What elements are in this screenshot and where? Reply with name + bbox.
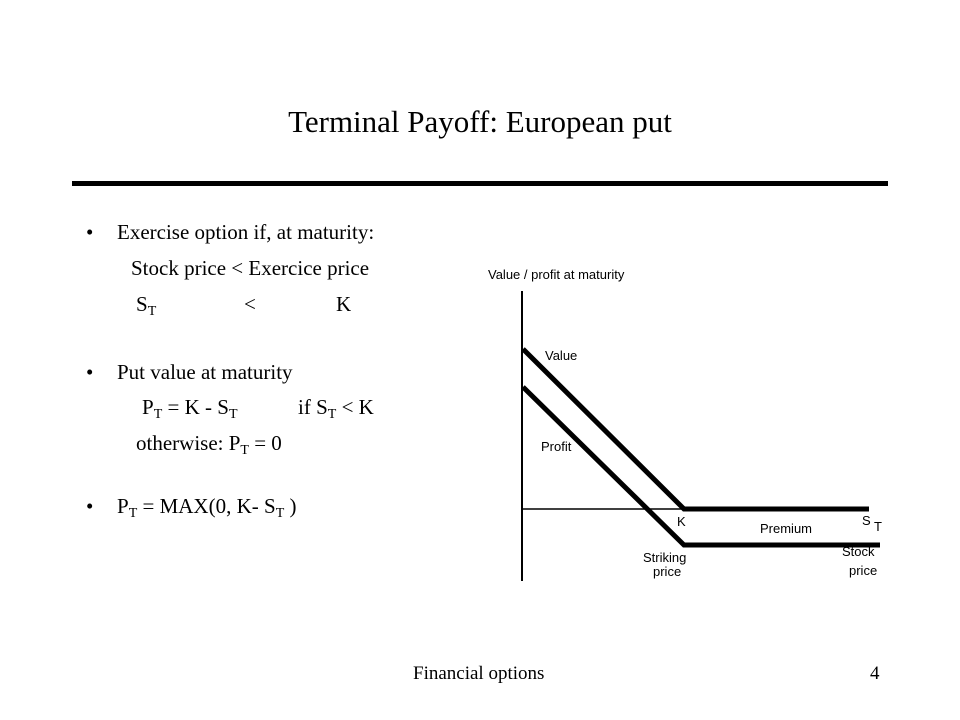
value-label: Value xyxy=(545,348,577,363)
bullet-exercise-condition: Exercise option if, at maturity: xyxy=(117,220,375,244)
premium-label: Premium xyxy=(760,521,812,536)
st-label: S xyxy=(862,513,871,528)
bullet-marker: • xyxy=(86,494,94,518)
footer-title: Financial options xyxy=(413,663,545,684)
max-mid: = MAX(0, K- S xyxy=(142,494,276,518)
stock-vs-exercise-line: Stock price < Exercice price xyxy=(131,256,370,280)
pt-eq-subscript: T xyxy=(228,407,238,422)
pt-if-subscript: T xyxy=(327,407,337,422)
k-label: K xyxy=(677,514,686,529)
st-subscript: T xyxy=(147,304,157,319)
value-line xyxy=(521,347,869,512)
striking-price-label-1: Striking xyxy=(643,550,686,565)
stock-price-label-2: price xyxy=(849,563,877,578)
less-than-symbol: < xyxy=(244,292,256,316)
stock-price-label-1: Stock xyxy=(842,544,875,559)
max-p: P xyxy=(117,494,129,518)
k-symbol: K xyxy=(336,292,352,316)
st-letter: S xyxy=(136,292,148,316)
slide-title: Terminal Payoff: European put xyxy=(288,104,672,139)
bullet-put-value: Put value at maturity xyxy=(117,360,293,384)
st-symbol: ST xyxy=(136,292,156,319)
pt-subscript: T xyxy=(153,407,163,422)
max-formula: PT = MAX(0, K- ST ) xyxy=(117,494,297,521)
pt-if-end: < K xyxy=(341,395,374,419)
pt-equation: = K - S xyxy=(167,395,229,419)
y-axis-label: Value / profit at maturity xyxy=(488,267,625,282)
pt-if-text: if S xyxy=(298,395,328,419)
otherwise-subscript: T xyxy=(240,443,249,458)
put-value-condition: if ST < K xyxy=(298,395,374,422)
otherwise-end: = 0 xyxy=(254,431,282,455)
bullet-marker: • xyxy=(86,220,94,244)
max-subscript-2: T xyxy=(275,506,285,521)
striking-price-label-2: price xyxy=(653,564,681,579)
st-label-subscript: T xyxy=(874,519,882,534)
profit-line xyxy=(521,385,880,548)
put-value-formula: PT = K - ST xyxy=(142,395,238,422)
max-end: ) xyxy=(289,494,297,518)
otherwise-line: otherwise: PT = 0 xyxy=(136,431,282,458)
title-divider xyxy=(72,181,888,186)
max-subscript: T xyxy=(128,506,138,521)
otherwise-text: otherwise: P xyxy=(136,431,241,455)
pt-letter: P xyxy=(142,395,154,419)
bullet-marker: • xyxy=(86,360,94,384)
profit-label: Profit xyxy=(541,439,572,454)
page-number: 4 xyxy=(870,663,880,684)
